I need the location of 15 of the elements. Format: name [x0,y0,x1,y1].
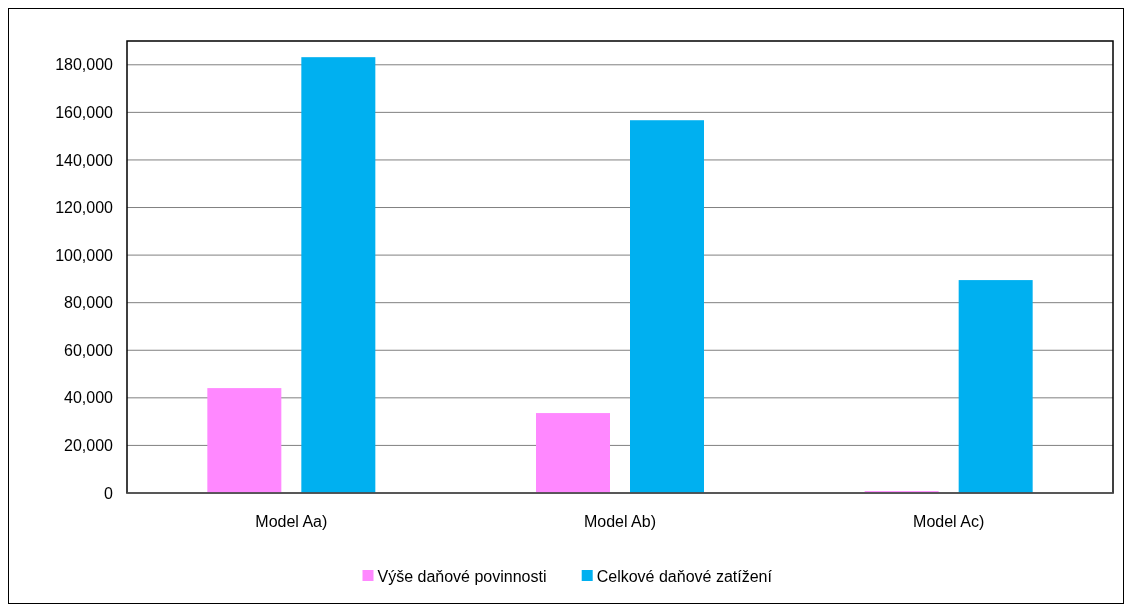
y-tick-label: 60,000 [64,341,114,359]
y-tick-label: 160,000 [55,103,114,121]
y-tick-label: 100,000 [55,246,114,264]
y-tick-label: 140,000 [55,151,114,169]
legend-label: Výše daňové povinnosti [377,567,547,585]
y-tick-label: 40,000 [64,389,114,407]
y-tick-label: 0 [104,484,114,502]
y-tick-label: 180,000 [55,56,114,74]
x-tick-label: Model Ac) [913,513,985,530]
x-tick-label: Model Aa) [255,513,328,530]
x-tick-label: Model Ab) [583,513,657,530]
y-tick-label: 80,000 [64,294,114,312]
legend-label: Celkové daňové zatížení [596,567,773,585]
y-tick-label: 120,000 [55,199,114,217]
y-tick-label: 20,000 [64,437,114,455]
